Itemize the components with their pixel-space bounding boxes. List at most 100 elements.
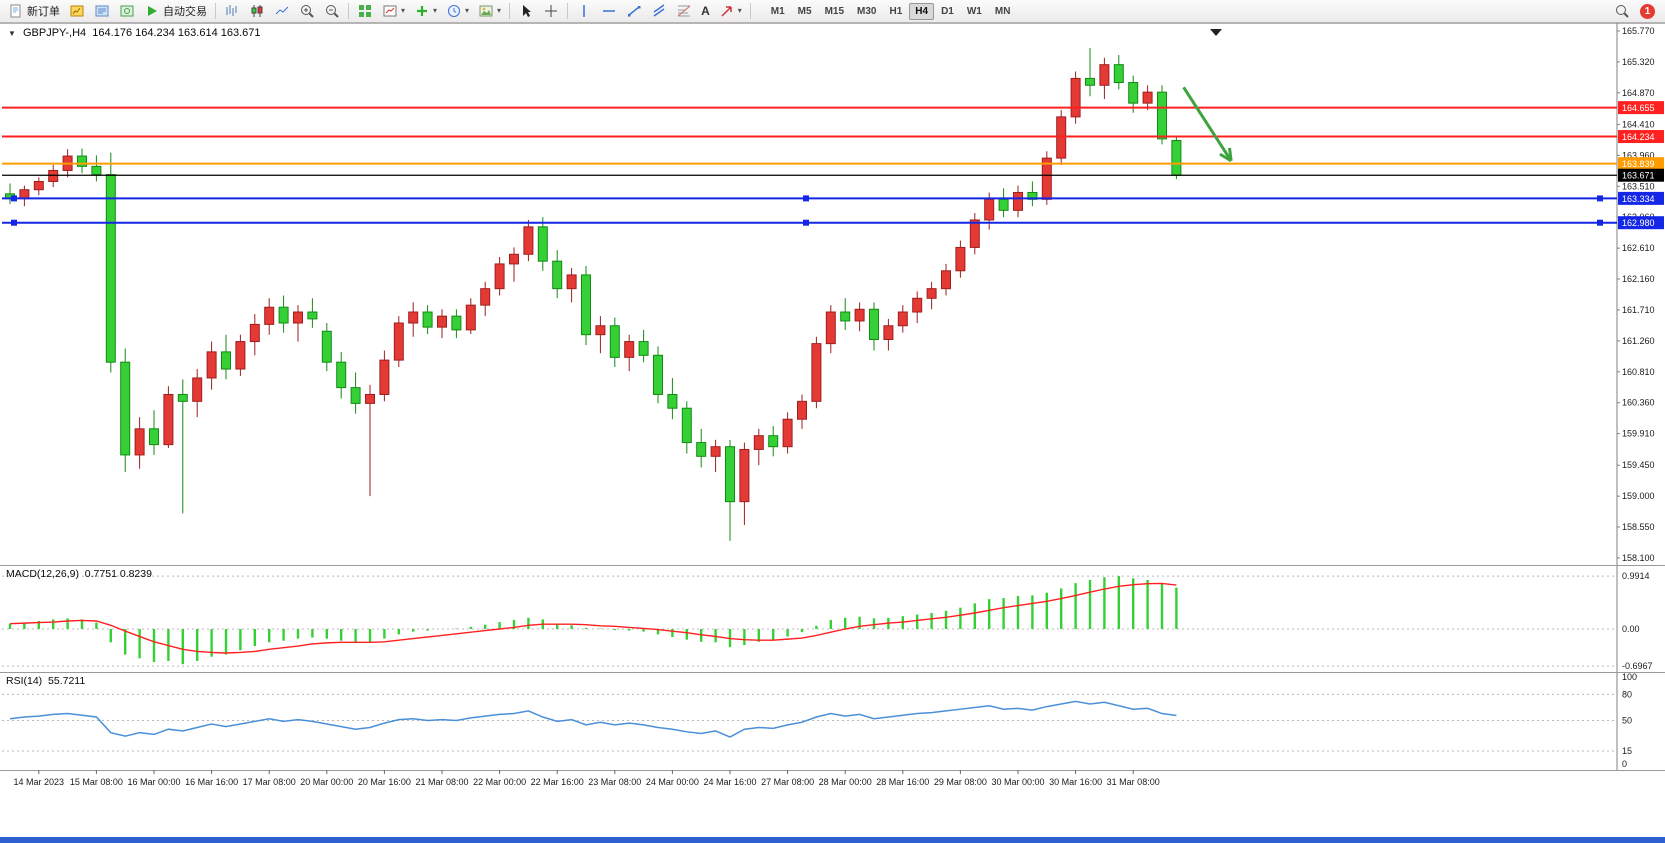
svg-text:28 Mar 00:00: 28 Mar 00:00 (819, 777, 872, 787)
auto-trade-button[interactable]: 自动交易 (140, 2, 211, 21)
notification-badge[interactable]: 1 (1640, 3, 1655, 19)
svg-text:29 Mar 08:00: 29 Mar 08:00 (934, 777, 987, 787)
svg-text:21 Mar 08:00: 21 Mar 08:00 (415, 777, 468, 787)
timeframe-m30-button[interactable]: M30 (857, 5, 877, 17)
symbol-label: GBPJPY-,H4 (22, 27, 87, 39)
svg-text:16 Mar 00:00: 16 Mar 00:00 (127, 777, 180, 787)
channel-tool-button[interactable] (647, 2, 671, 21)
timeframe-mn-button[interactable]: MN (994, 5, 1011, 17)
svg-text:30 Mar 16:00: 30 Mar 16:00 (1049, 777, 1102, 787)
svg-text:164.870: 164.870 (1622, 88, 1655, 98)
zoom-out-icon (326, 5, 339, 18)
vertical-line-icon (583, 5, 585, 17)
line-chart-icon (275, 6, 289, 15)
svg-text:158.550: 158.550 (1622, 522, 1655, 532)
zoom-in-icon (301, 5, 314, 18)
bottom-blue-strip (0, 837, 1665, 843)
horizontal-line-tool-button[interactable] (597, 2, 621, 21)
vertical-line-tool-button[interactable] (572, 2, 596, 21)
dropdown-caret-icon: ▾ (433, 6, 438, 15)
svg-text:160.360: 160.360 (1622, 398, 1655, 408)
new-chart-button[interactable]: ▾ (378, 2, 409, 21)
market-watch-icon (70, 5, 84, 17)
new-chart-icon (383, 5, 397, 17)
new-order-button[interactable]: 新订单 (4, 2, 64, 21)
timeframe-h4-button[interactable]: H4 (909, 2, 935, 20)
svg-text:159.450: 159.450 (1622, 460, 1655, 470)
svg-text:80: 80 (1622, 689, 1632, 699)
svg-text:20 Mar 00:00: 20 Mar 00:00 (300, 777, 353, 787)
svg-text:163.510: 163.510 (1622, 181, 1655, 191)
rsi-value: 55.7211 (48, 675, 86, 687)
indicators-add-button[interactable]: ▾ (410, 2, 441, 21)
line-chart-button[interactable] (270, 2, 294, 21)
period-clock-button[interactable]: ▾ (442, 2, 473, 21)
trendline-icon (628, 6, 641, 17)
rsi-panel-label: RSI(14) 55.7211 (6, 675, 85, 687)
market-watch-button[interactable] (65, 2, 89, 21)
equidistant-channel-icon (653, 4, 665, 17)
search-button[interactable] (1610, 2, 1634, 21)
trendline-tool-button[interactable] (622, 2, 646, 21)
toolbar-separator (567, 3, 569, 19)
zoom-out-button[interactable] (320, 2, 344, 21)
svg-text:164.655: 164.655 (1622, 103, 1655, 113)
navigator-icon (120, 5, 134, 17)
chart-canvas[interactable]: 165.770 165.320 164.870 164.410 163.960 163.5… (0, 23, 1665, 843)
svg-text:100: 100 (1622, 672, 1637, 682)
data-window-icon (95, 5, 109, 17)
toolbar-separator (749, 3, 751, 19)
text-tool-button[interactable]: A (697, 2, 714, 21)
candlestick-chart-icon (251, 5, 263, 17)
toolbar-separator (348, 3, 349, 19)
crosshair-button[interactable] (539, 2, 563, 21)
timeframe-group: M1 M5 M15 M30 H1 H4 D1 W1 MN (765, 2, 1017, 20)
macd-label: MACD(12,26,9) (6, 568, 79, 580)
svg-text:31 Mar 08:00: 31 Mar 08:00 (1107, 777, 1160, 787)
svg-text:15 Mar 08:00: 15 Mar 08:00 (70, 777, 123, 787)
timeframe-m5-button[interactable]: M5 (797, 5, 812, 17)
svg-text:17 Mar 08:00: 17 Mar 08:00 (243, 777, 296, 787)
tile-windows-button[interactable] (353, 2, 377, 21)
svg-text:165.320: 165.320 (1622, 57, 1655, 67)
tile-windows-icon (359, 5, 371, 17)
data-window-button[interactable] (90, 2, 114, 21)
chart-symbol-header[interactable]: ▼ GBPJPY-,H4 164.176 164.234 163.614 163… (8, 27, 261, 39)
one-click-trading-collapse-icon[interactable]: ▼ (8, 29, 16, 38)
toolbar: 新订单 自动交易 (0, 0, 1665, 23)
chart-window: 165.770 165.320 164.870 164.410 163.960 163.5… (0, 23, 1665, 843)
dropdown-caret-icon: ▾ (465, 6, 470, 15)
timeframe-m1-button[interactable]: M1 (770, 5, 785, 17)
timeframe-h1-button[interactable]: H1 (889, 5, 903, 17)
svg-text:27 Mar 08:00: 27 Mar 08:00 (761, 777, 814, 787)
candlestick-chart-button[interactable] (245, 2, 269, 21)
timeframe-w1-button[interactable]: W1 (966, 5, 982, 17)
svg-text:164.234: 164.234 (1622, 132, 1655, 142)
svg-text:20 Mar 16:00: 20 Mar 16:00 (358, 777, 411, 787)
timeframe-m15-button[interactable]: M15 (824, 5, 845, 17)
svg-text:162.980: 162.980 (1622, 218, 1655, 228)
add-indicator-plus-icon (417, 6, 428, 16)
svg-text:28 Mar 16:00: 28 Mar 16:00 (876, 777, 929, 787)
svg-text:0.00: 0.00 (1622, 624, 1640, 634)
auto-trade-play-icon (148, 6, 157, 16)
zoom-in-button[interactable] (295, 2, 319, 21)
cursor-button[interactable] (514, 2, 538, 21)
macd-values: 0.7751 0.8239 (84, 568, 152, 580)
svg-text:0.9914: 0.9914 (1622, 571, 1650, 581)
timeframe-d1-button[interactable]: D1 (941, 5, 954, 17)
crosshair-icon (545, 5, 558, 17)
svg-text:0: 0 (1622, 759, 1627, 769)
template-button[interactable]: ▾ (474, 2, 505, 21)
navigator-button[interactable] (115, 2, 139, 21)
svg-text:162.610: 162.610 (1622, 243, 1655, 253)
fibonacci-tool-button[interactable] (672, 2, 696, 21)
dropdown-caret-icon: ▾ (497, 6, 502, 15)
arrows-tool-button[interactable]: ▾ (715, 2, 746, 21)
svg-text:159.000: 159.000 (1622, 491, 1655, 501)
svg-text:161.260: 161.260 (1622, 336, 1655, 346)
auto-trade-label: 自动交易 (163, 6, 207, 18)
bar-chart-button[interactable] (220, 2, 244, 21)
toolbar-separator (215, 3, 216, 19)
clock-icon (448, 5, 461, 17)
